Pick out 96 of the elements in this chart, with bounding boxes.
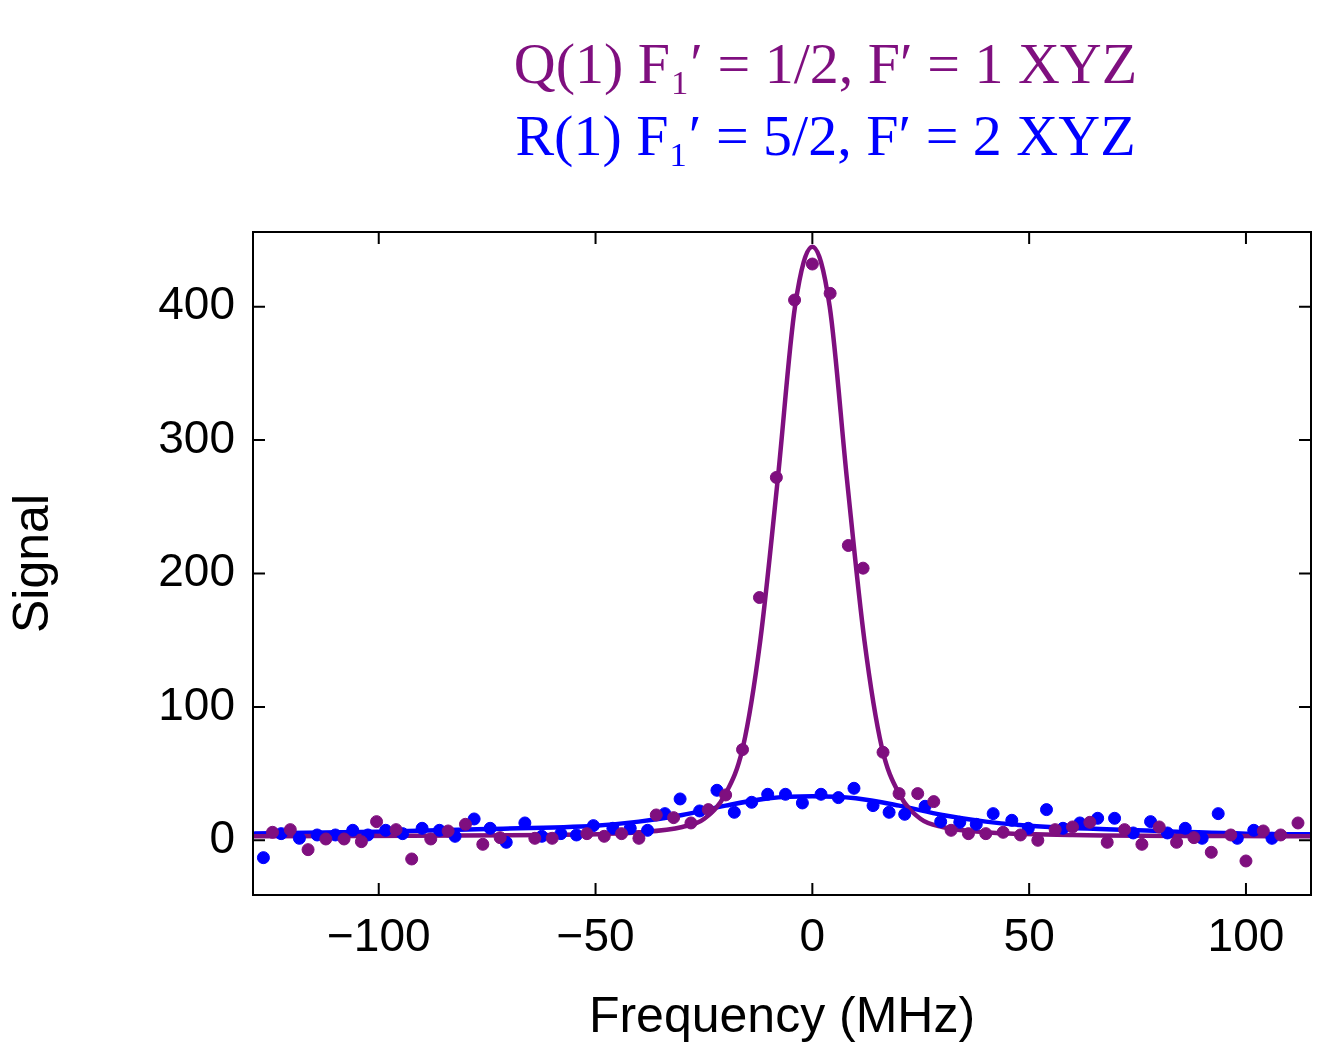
point bbox=[301, 843, 315, 857]
point bbox=[370, 815, 384, 829]
point bbox=[641, 823, 655, 837]
point bbox=[953, 815, 967, 829]
point bbox=[701, 803, 715, 817]
point bbox=[1187, 831, 1201, 845]
point bbox=[1152, 820, 1166, 834]
point bbox=[736, 743, 750, 757]
point bbox=[405, 852, 419, 866]
point bbox=[1021, 821, 1035, 835]
point bbox=[458, 817, 472, 831]
point bbox=[615, 827, 629, 841]
x-tick-label: −50 bbox=[556, 909, 635, 962]
point bbox=[266, 825, 280, 839]
x-tick-label: 100 bbox=[1207, 909, 1285, 962]
point bbox=[986, 807, 1000, 821]
point bbox=[337, 832, 351, 846]
point bbox=[667, 811, 681, 825]
point bbox=[961, 827, 975, 841]
point bbox=[580, 827, 594, 841]
point bbox=[1118, 823, 1132, 837]
point bbox=[814, 787, 828, 801]
point bbox=[769, 470, 783, 484]
point bbox=[944, 823, 958, 837]
y-tick-label: 300 bbox=[158, 410, 235, 463]
point bbox=[1204, 845, 1218, 859]
point bbox=[545, 831, 559, 845]
point bbox=[876, 745, 890, 759]
point bbox=[778, 787, 792, 801]
point bbox=[632, 831, 646, 845]
point bbox=[856, 561, 870, 575]
x-tick-label: 0 bbox=[799, 909, 826, 962]
point bbox=[283, 823, 297, 837]
point bbox=[1224, 828, 1238, 842]
point bbox=[528, 831, 542, 845]
point bbox=[684, 816, 698, 830]
point bbox=[292, 831, 306, 845]
point bbox=[805, 257, 819, 271]
point bbox=[996, 825, 1010, 839]
point bbox=[415, 821, 429, 835]
point bbox=[597, 829, 611, 843]
point bbox=[831, 791, 845, 805]
point bbox=[979, 827, 993, 841]
point bbox=[1239, 854, 1253, 868]
point bbox=[795, 796, 809, 810]
point bbox=[727, 805, 741, 819]
point bbox=[1108, 811, 1122, 825]
point bbox=[441, 824, 455, 838]
point bbox=[719, 788, 733, 802]
point bbox=[1135, 837, 1149, 851]
point bbox=[673, 792, 687, 806]
x-tick-label: −100 bbox=[326, 909, 431, 962]
point bbox=[761, 787, 775, 801]
point bbox=[1100, 835, 1114, 849]
y-tick-label: 200 bbox=[158, 544, 235, 597]
text: R(1) F₁′ = 5/2, F′ = 2 XYZ bbox=[514, 102, 1137, 170]
point bbox=[823, 286, 837, 300]
point bbox=[493, 831, 507, 845]
point bbox=[649, 808, 663, 822]
point bbox=[1178, 821, 1192, 835]
point bbox=[788, 293, 802, 307]
point bbox=[1040, 803, 1053, 817]
y-tick-label: 0 bbox=[209, 810, 235, 863]
x-tick-label: 50 bbox=[1003, 909, 1055, 962]
point bbox=[483, 821, 497, 835]
x-axis-title: Frequency (MHz) bbox=[588, 986, 976, 1043]
point bbox=[927, 795, 941, 809]
y-tick-label: 100 bbox=[158, 677, 235, 730]
point bbox=[911, 787, 925, 801]
point bbox=[1211, 807, 1225, 821]
point bbox=[752, 591, 766, 605]
point bbox=[1274, 828, 1288, 842]
point bbox=[882, 805, 896, 819]
point bbox=[969, 817, 983, 831]
text: Q(1) F₁′ = 1/2, F′ = 1 XYZ bbox=[512, 30, 1139, 98]
point bbox=[389, 823, 403, 837]
point bbox=[319, 832, 333, 846]
point bbox=[898, 807, 912, 821]
y-axis-title: Signal bbox=[2, 494, 59, 633]
point bbox=[256, 851, 270, 865]
y-tick-label: 400 bbox=[158, 277, 235, 330]
point bbox=[569, 828, 583, 842]
point bbox=[1013, 828, 1027, 842]
point bbox=[1083, 815, 1097, 829]
point bbox=[424, 832, 438, 846]
point bbox=[847, 781, 861, 795]
point bbox=[934, 815, 948, 829]
point bbox=[476, 837, 490, 851]
point bbox=[1256, 824, 1270, 838]
point bbox=[1005, 813, 1019, 827]
point bbox=[745, 795, 759, 809]
point bbox=[354, 835, 368, 849]
point bbox=[1291, 816, 1305, 830]
point bbox=[892, 787, 906, 801]
point bbox=[346, 823, 360, 837]
point bbox=[1066, 820, 1080, 834]
